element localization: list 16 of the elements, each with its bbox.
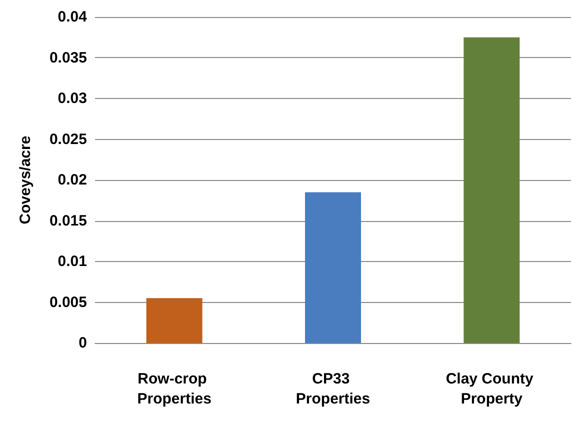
y-tick-label: 0.03	[58, 90, 87, 107]
bar	[464, 37, 520, 343]
bar	[146, 298, 202, 343]
y-axis-title: Coveys/acre	[17, 136, 34, 224]
x-tick-label: CP33 Properties	[296, 370, 370, 408]
y-tick-label: 0.015	[49, 212, 87, 230]
y-tick-label: 0.01	[58, 253, 87, 270]
y-tick-label: 0	[78, 334, 87, 352]
bar	[305, 192, 361, 343]
y-tick-label: 0.035	[49, 49, 87, 66]
x-tick-label: Row-crop Properties	[137, 370, 212, 408]
y-tick-label: 0.02	[58, 172, 87, 188]
y-tick-label: 0.005	[49, 294, 87, 311]
x-tick-label: Clay County Property	[446, 370, 538, 408]
y-tick-label: 0.025	[49, 130, 87, 148]
y-tick-label: 0.04	[58, 8, 88, 26]
